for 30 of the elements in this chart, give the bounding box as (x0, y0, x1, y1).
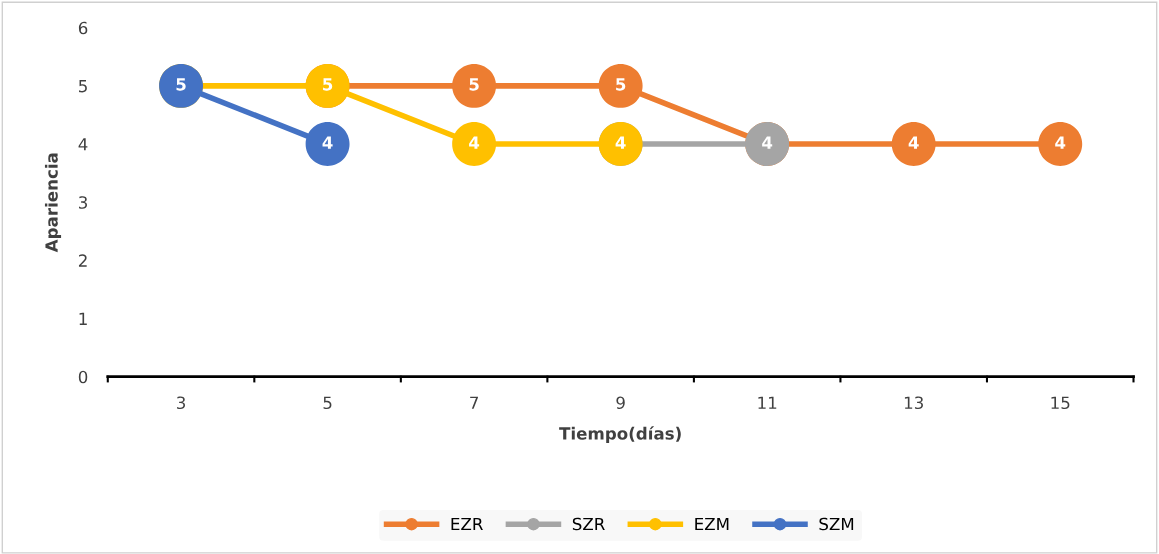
x-tick-label: 7 (470, 396, 478, 409)
x-tick-label: 11 (758, 396, 777, 409)
data-label: 4 (1055, 136, 1066, 149)
x-tick-label: 9 (616, 396, 625, 410)
y-tick-label: 0 (78, 370, 88, 384)
x-tick-label: 15 (1051, 396, 1070, 410)
data-label: 4 (615, 136, 626, 149)
x-tick-label: 13 (904, 396, 923, 410)
data-label: 4 (908, 136, 919, 149)
data-label: 5 (323, 78, 333, 91)
data-label: 4 (762, 136, 773, 149)
x-tick-label: 5 (323, 396, 332, 410)
legend-label: SZM (819, 517, 854, 531)
legend-label: EZM (695, 517, 729, 531)
data-label: 5 (469, 78, 479, 91)
y-tick-label: 5 (79, 80, 87, 93)
y-tick-label: 1 (79, 312, 87, 325)
y-axis-title: Apariencia (44, 153, 62, 253)
y-tick-label: 3 (79, 196, 88, 209)
y-tick-label: 4 (78, 138, 88, 151)
data-label: 4 (322, 136, 333, 149)
x-tick-label: 3 (177, 396, 186, 410)
data-label: 5 (176, 78, 186, 91)
data-label: 4 (469, 136, 480, 149)
x-axis-title: Tiempo(días) (559, 426, 681, 443)
data-label: 5 (616, 78, 626, 91)
legend-label: SZR (572, 517, 605, 531)
y-tick-label: 2 (78, 254, 87, 267)
legend-label: EZR (451, 517, 483, 531)
y-tick-label: 6 (78, 21, 88, 35)
